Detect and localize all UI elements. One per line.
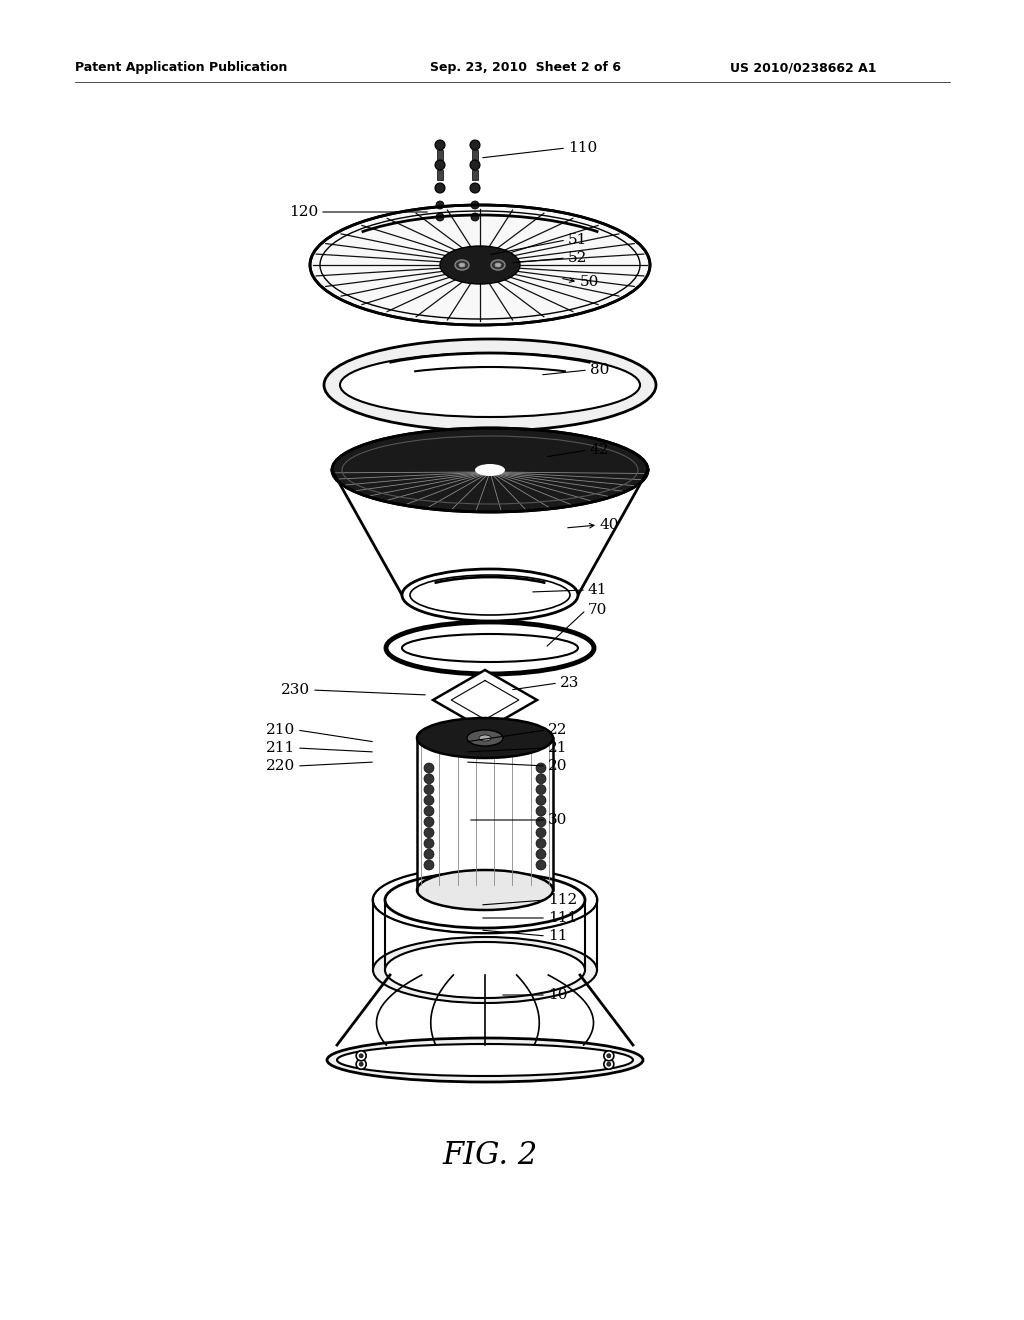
Ellipse shape: [417, 870, 553, 909]
Ellipse shape: [327, 1038, 643, 1082]
Ellipse shape: [475, 465, 505, 477]
Text: 20: 20: [548, 759, 567, 774]
Ellipse shape: [324, 339, 656, 432]
Circle shape: [424, 828, 434, 838]
Circle shape: [424, 774, 434, 784]
Text: US 2010/0238662 A1: US 2010/0238662 A1: [730, 62, 877, 74]
Circle shape: [536, 838, 546, 849]
Text: 211: 211: [266, 741, 295, 755]
Ellipse shape: [417, 718, 553, 758]
Polygon shape: [332, 470, 648, 595]
Ellipse shape: [374, 869, 596, 932]
Circle shape: [356, 1059, 367, 1069]
Circle shape: [471, 213, 479, 220]
Circle shape: [536, 828, 546, 838]
Text: 11: 11: [548, 929, 567, 942]
Ellipse shape: [410, 576, 570, 615]
Ellipse shape: [385, 873, 585, 928]
Ellipse shape: [332, 428, 648, 512]
Ellipse shape: [386, 622, 594, 675]
Bar: [417, 738, 553, 890]
Circle shape: [424, 838, 434, 849]
Text: 52: 52: [568, 251, 588, 265]
Text: 42: 42: [590, 444, 609, 457]
Ellipse shape: [479, 735, 490, 741]
Text: 30: 30: [548, 813, 567, 828]
Circle shape: [607, 1053, 611, 1057]
Text: 22: 22: [548, 723, 567, 737]
Text: 41: 41: [588, 583, 607, 597]
Circle shape: [359, 1053, 364, 1057]
Ellipse shape: [459, 263, 465, 267]
Circle shape: [424, 817, 434, 826]
Ellipse shape: [455, 260, 469, 271]
Text: 40: 40: [600, 517, 620, 532]
Circle shape: [536, 796, 546, 805]
Text: 21: 21: [548, 741, 567, 755]
Ellipse shape: [385, 942, 585, 998]
Circle shape: [536, 817, 546, 826]
Ellipse shape: [402, 569, 578, 620]
Circle shape: [359, 1063, 364, 1067]
Circle shape: [536, 807, 546, 816]
Circle shape: [436, 201, 444, 209]
Text: 10: 10: [548, 987, 567, 1002]
Bar: [437, 150, 443, 160]
Bar: [472, 170, 478, 180]
Ellipse shape: [340, 352, 640, 417]
Text: 51: 51: [568, 234, 588, 247]
Circle shape: [536, 774, 546, 784]
Text: Patent Application Publication: Patent Application Publication: [75, 62, 288, 74]
Circle shape: [536, 763, 546, 774]
Ellipse shape: [495, 263, 501, 267]
Text: 80: 80: [590, 363, 609, 378]
Circle shape: [435, 183, 445, 193]
Circle shape: [436, 213, 444, 220]
Circle shape: [356, 1051, 367, 1061]
Circle shape: [470, 183, 480, 193]
Circle shape: [424, 807, 434, 816]
Text: 230: 230: [281, 682, 310, 697]
Polygon shape: [433, 671, 537, 730]
Circle shape: [470, 160, 480, 170]
Circle shape: [435, 140, 445, 150]
Text: 70: 70: [588, 603, 607, 616]
Text: 210: 210: [266, 723, 295, 737]
Circle shape: [424, 763, 434, 774]
Ellipse shape: [373, 937, 597, 1003]
Circle shape: [435, 160, 445, 170]
Text: 50: 50: [580, 275, 599, 289]
Bar: [472, 150, 478, 160]
Circle shape: [424, 849, 434, 859]
Text: 120: 120: [289, 205, 318, 219]
Text: 111: 111: [548, 911, 578, 925]
Text: 112: 112: [548, 894, 578, 907]
Circle shape: [536, 849, 546, 859]
Ellipse shape: [467, 730, 503, 746]
Circle shape: [607, 1063, 611, 1067]
Text: 220: 220: [266, 759, 295, 774]
Ellipse shape: [440, 246, 520, 284]
Circle shape: [604, 1059, 613, 1069]
Circle shape: [424, 784, 434, 795]
Circle shape: [470, 140, 480, 150]
Circle shape: [471, 201, 479, 209]
Text: Sep. 23, 2010  Sheet 2 of 6: Sep. 23, 2010 Sheet 2 of 6: [430, 62, 621, 74]
Bar: [437, 170, 443, 180]
Text: 23: 23: [560, 676, 580, 690]
Circle shape: [536, 784, 546, 795]
Circle shape: [424, 861, 434, 870]
Circle shape: [604, 1051, 613, 1061]
Polygon shape: [337, 975, 633, 1045]
Ellipse shape: [310, 205, 650, 325]
Circle shape: [424, 796, 434, 805]
Text: 110: 110: [568, 141, 597, 154]
Circle shape: [536, 861, 546, 870]
Ellipse shape: [373, 867, 597, 933]
Ellipse shape: [402, 634, 578, 663]
Ellipse shape: [337, 1044, 633, 1076]
Ellipse shape: [490, 260, 505, 271]
Text: FIG. 2: FIG. 2: [442, 1139, 538, 1171]
